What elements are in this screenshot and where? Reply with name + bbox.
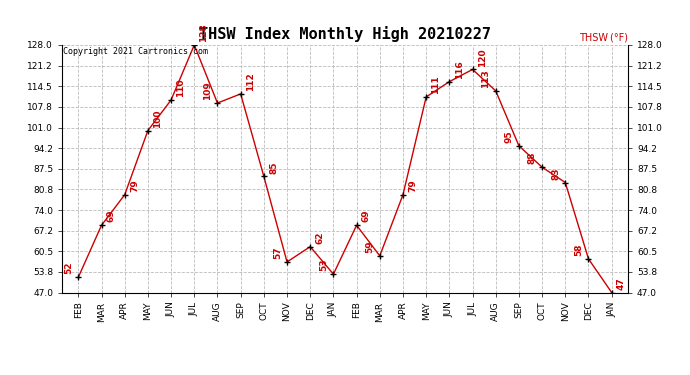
Text: 62: 62 (315, 231, 324, 244)
Text: 88: 88 (528, 152, 537, 165)
Text: 79: 79 (130, 179, 139, 192)
Text: 120: 120 (477, 48, 486, 67)
Text: 83: 83 (551, 167, 560, 180)
Text: 52: 52 (64, 262, 73, 274)
Text: 47: 47 (617, 277, 626, 290)
Text: 57: 57 (273, 246, 282, 259)
Text: 95: 95 (504, 130, 513, 143)
Text: 58: 58 (574, 244, 583, 256)
Text: 110: 110 (177, 79, 186, 97)
Text: 85: 85 (269, 161, 278, 174)
Text: 113: 113 (482, 69, 491, 88)
Text: 79: 79 (408, 179, 417, 192)
Text: 111: 111 (431, 75, 440, 94)
Text: 69: 69 (362, 210, 371, 222)
Text: 109: 109 (204, 81, 213, 100)
Text: 100: 100 (153, 109, 162, 128)
Text: 69: 69 (107, 210, 116, 222)
Text: THSW (°F): THSW (°F) (579, 33, 628, 42)
Text: 128: 128 (199, 24, 208, 42)
Text: 116: 116 (455, 60, 464, 79)
Text: Copyright 2021 Cartronics.com: Copyright 2021 Cartronics.com (63, 48, 208, 57)
Text: 112: 112 (246, 72, 255, 91)
Text: 53: 53 (319, 259, 328, 272)
Title: THSW Index Monthly High 20210227: THSW Index Monthly High 20210227 (199, 27, 491, 42)
Text: 59: 59 (366, 240, 375, 253)
